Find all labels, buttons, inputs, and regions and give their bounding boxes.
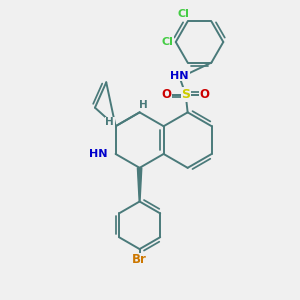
Text: H: H [105,117,114,127]
Text: Cl: Cl [178,9,189,19]
Text: HN: HN [89,149,108,159]
Polygon shape [137,168,142,202]
Text: HN: HN [170,71,189,81]
Text: O: O [162,88,172,101]
Text: Br: Br [132,254,147,266]
Text: Cl: Cl [161,37,173,47]
Text: S: S [181,88,190,101]
Text: O: O [200,88,209,101]
Text: H: H [139,100,148,110]
